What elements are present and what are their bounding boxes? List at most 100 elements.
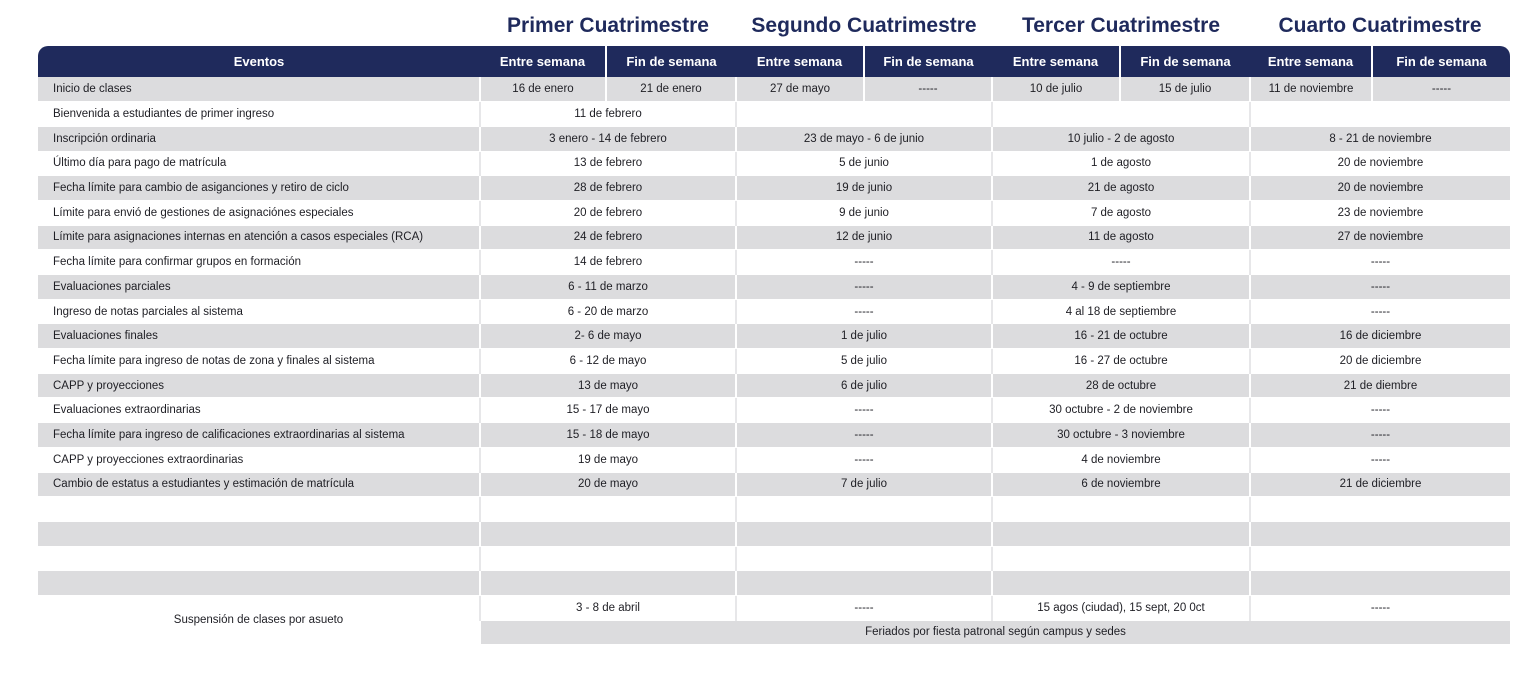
empty-cell bbox=[991, 546, 1250, 572]
empty-cell bbox=[479, 521, 736, 547]
date-cell: 30 octubre - 3 noviembre bbox=[991, 422, 1250, 448]
header-term2-weekday: Entre semana bbox=[736, 46, 864, 77]
empty-cell bbox=[991, 496, 1250, 522]
empty-cell bbox=[1249, 496, 1510, 522]
term-title-3: Tercer Cuatrimestre bbox=[1021, 14, 1221, 37]
table-row-suspension: Suspensión de clases por asueto 3 - 8 de… bbox=[38, 595, 1510, 646]
date-cell: 21 de diembre bbox=[1249, 373, 1510, 399]
date-cell: 28 de febrero bbox=[479, 175, 736, 201]
table-row: Evaluaciones extraordinarias 15 - 17 de … bbox=[38, 397, 1510, 424]
date-cell: ----- bbox=[1249, 299, 1510, 325]
empty-cell bbox=[735, 521, 992, 547]
table-row-inicio: Inicio de clases 16 de enero 21 de enero… bbox=[38, 77, 1510, 103]
event-label: Bienvenida a estudiantes de primer ingre… bbox=[38, 101, 480, 127]
date-cell: ----- bbox=[1249, 422, 1510, 448]
date-cell: 6 - 20 de marzo bbox=[479, 299, 736, 325]
academic-calendar-table: Eventos Entre semana Fin de semana Entre… bbox=[38, 46, 1510, 646]
date-cell: 6 - 12 de mayo bbox=[479, 348, 736, 374]
date-cell: 7 de agosto bbox=[991, 200, 1250, 226]
date-cell: 14 de febrero bbox=[479, 249, 736, 275]
date-cell: 27 de mayo bbox=[735, 77, 864, 103]
event-label: Fecha límite para confirmar grupos en fo… bbox=[38, 249, 480, 275]
empty-cell bbox=[991, 570, 1250, 596]
date-cell: 11 de noviembre bbox=[1249, 77, 1372, 103]
date-cell: 16 - 21 de octubre bbox=[991, 323, 1250, 350]
table-row: Límite para asignaciones internas en ate… bbox=[38, 225, 1510, 251]
table-row: CAPP y proyecciones extraordinarias 19 d… bbox=[38, 447, 1510, 473]
date-cell: 4 al 18 de septiembre bbox=[991, 299, 1250, 325]
event-label: Evaluaciones extraordinarias bbox=[38, 397, 480, 424]
date-cell: ----- bbox=[735, 249, 992, 275]
table-row: CAPP y proyecciones 13 de mayo 6 de juli… bbox=[38, 373, 1510, 399]
table-row: Ingreso de notas parciales al sistema 6 … bbox=[38, 299, 1510, 325]
term-titles: Primer Cuatrimestre Segundo Cuatrimestre… bbox=[0, 8, 1536, 44]
date-cell bbox=[735, 101, 992, 127]
date-cell: 8 - 21 de noviembre bbox=[1249, 126, 1510, 152]
header-eventos: Eventos bbox=[38, 46, 480, 77]
date-cell: 4 de noviembre bbox=[991, 447, 1250, 473]
event-label: Evaluaciones finales bbox=[38, 323, 480, 350]
empty-cell bbox=[38, 570, 480, 596]
date-cell: ----- bbox=[991, 249, 1250, 275]
date-cell: ----- bbox=[735, 595, 992, 621]
empty-row bbox=[38, 496, 1510, 522]
date-cell: 20 de noviembre bbox=[1249, 175, 1510, 201]
date-cell: ----- bbox=[735, 299, 992, 325]
date-cell: 13 de mayo bbox=[479, 373, 736, 399]
header-term1-weekend: Fin de semana bbox=[605, 46, 736, 77]
date-cell: ----- bbox=[1249, 397, 1510, 424]
term-title-2: Segundo Cuatrimestre bbox=[751, 14, 977, 37]
header-row: Eventos Entre semana Fin de semana Entre… bbox=[38, 46, 1510, 77]
date-cell: 3 - 8 de abril bbox=[479, 595, 736, 621]
event-label: Ingreso de notas parciales al sistema bbox=[38, 299, 480, 325]
table-row: Bienvenida a estudiantes de primer ingre… bbox=[38, 101, 1510, 127]
table-row: Último día para pago de matrícula 13 de … bbox=[38, 151, 1510, 177]
date-cell: 27 de noviembre bbox=[1249, 225, 1510, 251]
date-cell: 13 de febrero bbox=[479, 151, 736, 177]
header-term2-weekend: Fin de semana bbox=[863, 46, 992, 77]
date-cell: ----- bbox=[1249, 595, 1510, 621]
event-label: Inscripción ordinaria bbox=[38, 126, 480, 152]
date-cell: ----- bbox=[1371, 77, 1510, 103]
table-row-feriados: Feriados por fiesta patronal según campu… bbox=[38, 620, 1510, 646]
event-label: CAPP y proyecciones bbox=[38, 373, 480, 399]
date-cell: 20 de febrero bbox=[479, 200, 736, 226]
event-label: Fecha límite para cambio de asiganciones… bbox=[38, 175, 480, 201]
date-cell: 15 - 17 de mayo bbox=[479, 397, 736, 424]
empty-cell bbox=[479, 496, 736, 522]
table-row: Límite para envió de gestiones de asigna… bbox=[38, 200, 1510, 226]
date-cell: 5 de junio bbox=[735, 151, 992, 177]
empty-cell bbox=[1249, 546, 1510, 572]
date-cell: ----- bbox=[863, 77, 992, 103]
date-cell: 6 de julio bbox=[735, 373, 992, 399]
term-title-1: Primer Cuatrimestre bbox=[507, 14, 709, 37]
event-label: Límite para envió de gestiones de asigna… bbox=[38, 200, 480, 226]
empty-row bbox=[38, 570, 1510, 596]
table-row: Cambio de estatus a estudiantes y estima… bbox=[38, 472, 1510, 498]
date-cell: 4 - 9 de septiembre bbox=[991, 274, 1250, 300]
date-cell: ----- bbox=[1249, 447, 1510, 473]
date-cell: ----- bbox=[1249, 249, 1510, 275]
date-cell: 16 de enero bbox=[479, 77, 606, 103]
date-cell: 9 de junio bbox=[735, 200, 992, 226]
date-cell: 11 de febrero bbox=[479, 101, 736, 127]
date-cell: 23 de noviembre bbox=[1249, 200, 1510, 226]
table-row: Inscripción ordinaria 3 enero - 14 de fe… bbox=[38, 126, 1510, 152]
date-cell: 10 julio - 2 de agosto bbox=[991, 126, 1250, 152]
event-label: CAPP y proyecciones extraordinarias bbox=[38, 447, 480, 473]
date-cell: 2- 6 de mayo bbox=[479, 323, 736, 350]
date-cell: ----- bbox=[735, 397, 992, 424]
event-label: Evaluaciones parciales bbox=[38, 274, 480, 300]
date-cell: 20 de noviembre bbox=[1249, 151, 1510, 177]
date-cell: 6 de noviembre bbox=[991, 472, 1250, 498]
empty-cell bbox=[735, 496, 992, 522]
date-cell: 20 de diciembre bbox=[1249, 348, 1510, 374]
date-cell: 21 de enero bbox=[605, 77, 736, 103]
date-cell: 30 octubre - 2 de noviembre bbox=[991, 397, 1250, 424]
date-cell: ----- bbox=[735, 274, 992, 300]
table-row: Fecha límite para confirmar grupos en fo… bbox=[38, 249, 1510, 275]
date-cell: 20 de mayo bbox=[479, 472, 736, 498]
event-label: Límite para asignaciones internas en ate… bbox=[38, 225, 480, 251]
empty-cell bbox=[735, 546, 992, 572]
empty-cell bbox=[1249, 521, 1510, 547]
